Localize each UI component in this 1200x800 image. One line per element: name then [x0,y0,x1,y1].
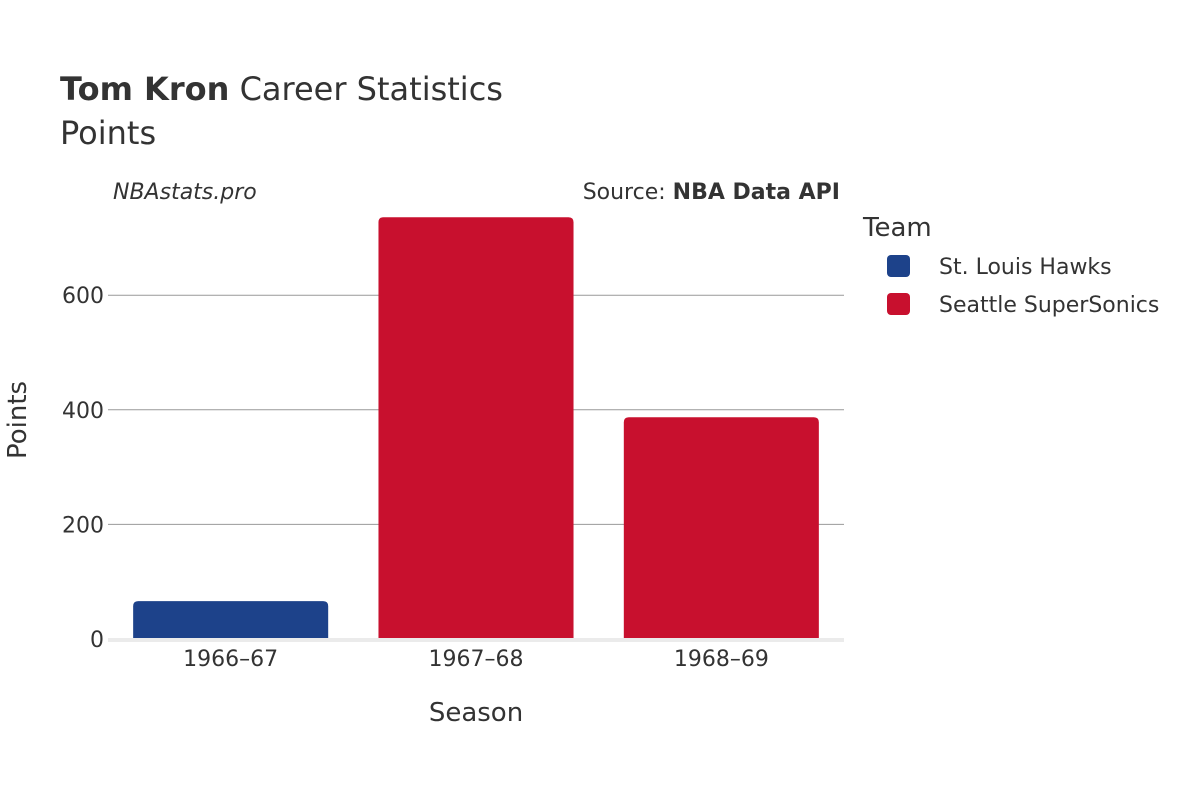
y-axis-title: Points [3,381,33,459]
legend-swatch [887,255,910,277]
x-tick-label: 1967–68 [429,647,524,672]
source-name: NBA Data API [673,180,840,205]
y-tick-label: 600 [62,284,104,309]
legend-label: Seattle SuperSonics [939,293,1159,318]
chart-title: Tom Kron Career Statistics [60,70,503,108]
x-axis-title: Season [429,698,523,728]
x-tick-label: 1968–69 [674,647,769,672]
x-tick-label: 1966–67 [183,647,278,672]
credit-text: NBAstats.pro [113,180,257,205]
player-name: Tom Kron [60,70,229,108]
source-prefix: Source: [583,180,673,205]
legend-swatch [887,293,910,315]
legend-label: St. Louis Hawks [939,255,1112,280]
y-tick-labels: 0 200 400 600 [62,284,104,653]
chart-subtitle: Points [60,114,156,152]
source-text: Source: NBA Data API [583,180,840,205]
bars [133,217,819,640]
y-tick-label: 400 [62,399,104,424]
legend: Team St. Louis Hawks Seattle SuperSonics [862,213,1159,318]
title-rest: Career Statistics [240,70,503,108]
y-tick-label: 200 [62,513,104,538]
bar-1967–68 [378,217,574,640]
legend-title: Team [862,213,932,243]
bar-1968–69 [623,417,819,639]
y-tick-label: 0 [90,628,104,653]
x-tick-labels: 1966–67 1967–68 1968–69 [183,647,769,672]
bar-1966–67 [133,601,329,639]
